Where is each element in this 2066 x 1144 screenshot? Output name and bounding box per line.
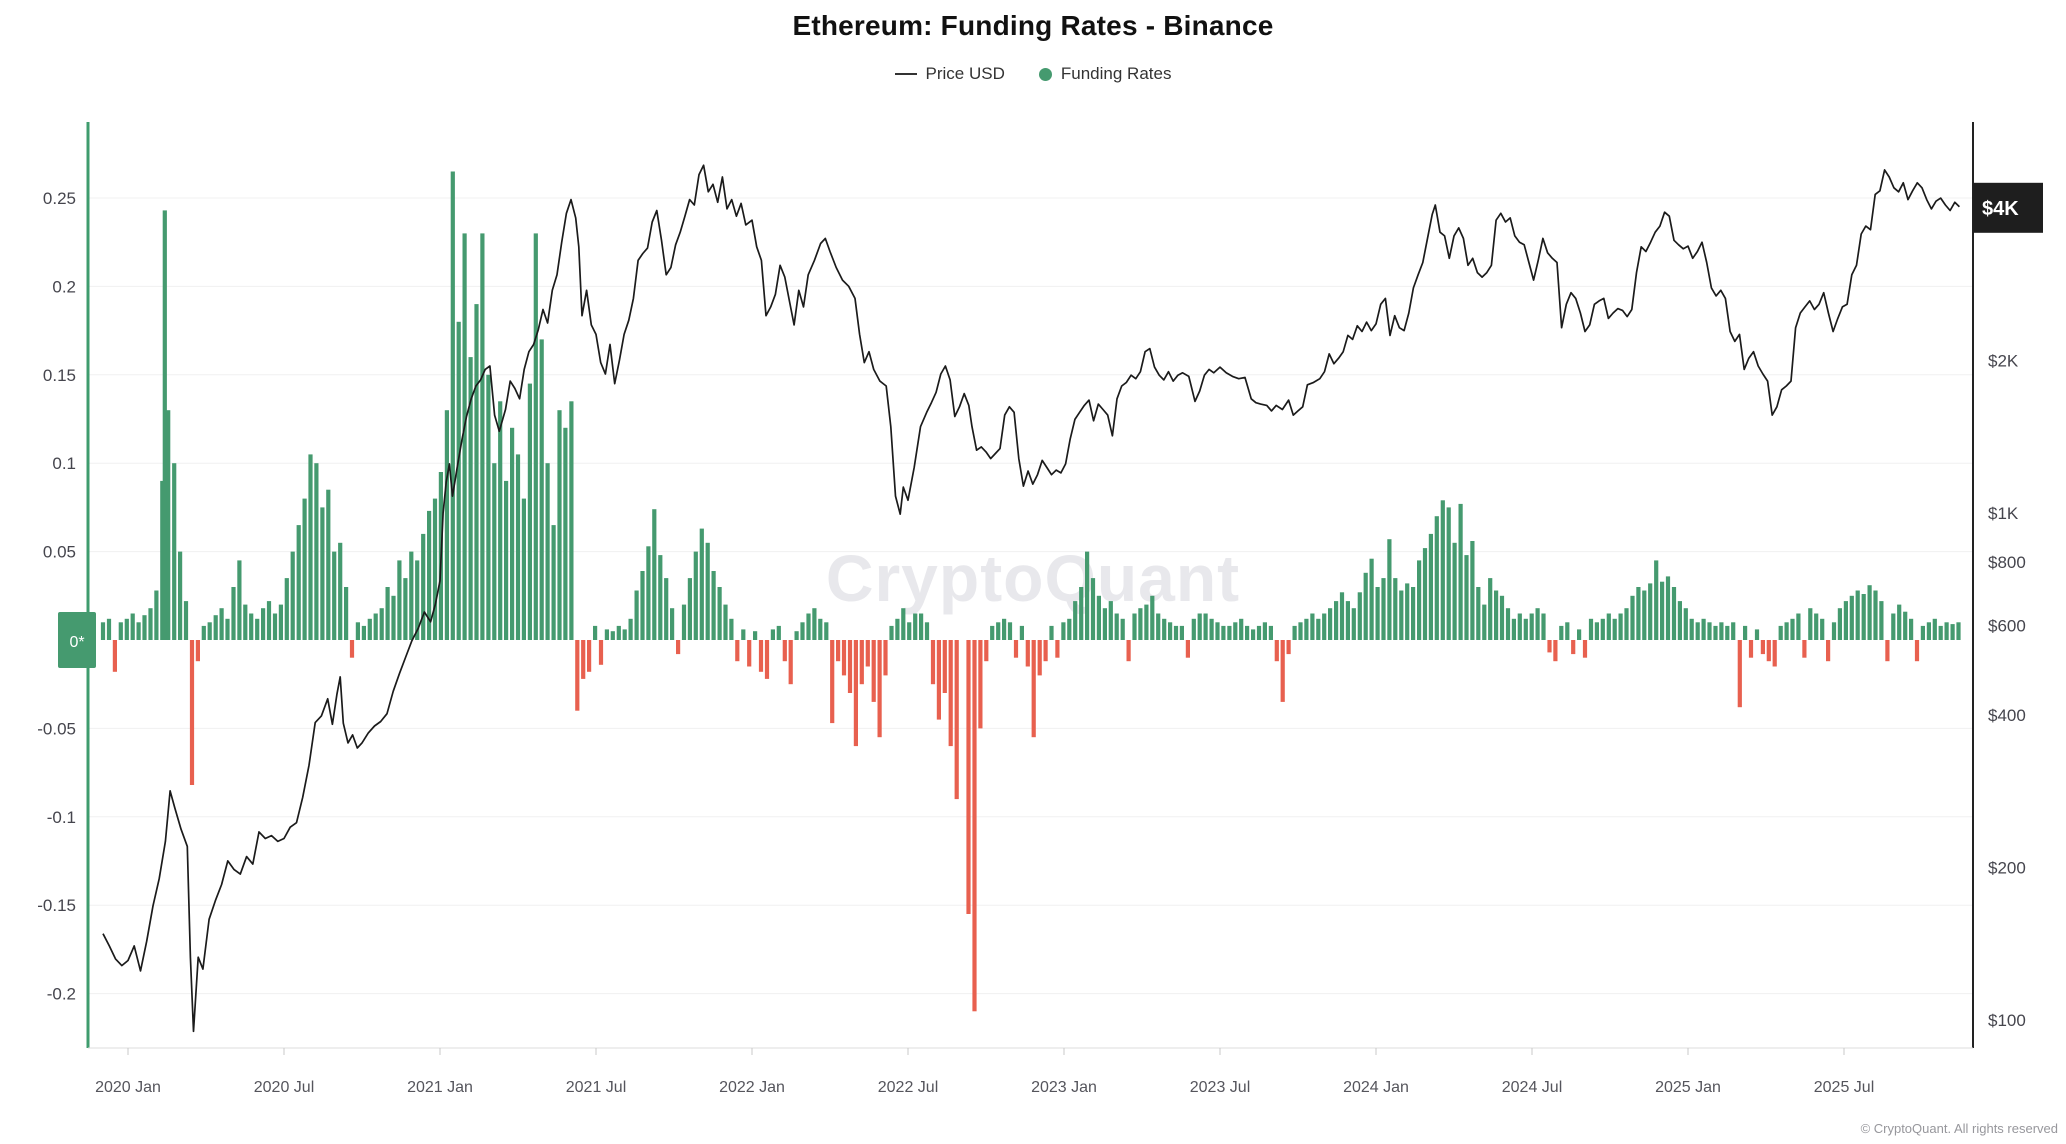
chart-title: Ethereum: Funding Rates - Binance xyxy=(792,10,1274,41)
legend: Price USD Funding Rates xyxy=(0,64,2066,84)
x-tick-label: 2020 Jan xyxy=(95,1079,161,1096)
y-left-tick-label: 0.25 xyxy=(43,189,76,208)
funding-dot-swatch xyxy=(1038,67,1052,81)
legend-label-funding: Funding Rates xyxy=(1060,64,1172,83)
y-right-tick-label: $800 xyxy=(1988,553,2026,572)
copyright-text: © CryptoQuant. All rights reserved xyxy=(1860,1121,2058,1136)
y-right-tick-label: $200 xyxy=(1988,858,2026,877)
y-left-tick-label: 0.1 xyxy=(52,454,76,473)
y-left-tick-label: 0.15 xyxy=(43,366,76,385)
svg-text:0*: 0* xyxy=(69,634,84,651)
y-left-tick-label: -0.1 xyxy=(47,808,76,827)
x-tick-label: 2025 Jan xyxy=(1655,1079,1721,1096)
x-tick-label: 2022 Jul xyxy=(878,1079,939,1096)
y-right-tick-label: $600 xyxy=(1988,617,2026,636)
svg-text:$4K: $4K xyxy=(1982,198,2019,220)
legend-item-price[interactable]: Price USD xyxy=(894,64,1005,84)
x-tick-label: 2021 Jul xyxy=(566,1079,627,1096)
y-left-tick-label: -0.05 xyxy=(37,719,76,738)
y-left-tick-label: 0.2 xyxy=(52,277,76,296)
x-tick-label: 2024 Jul xyxy=(1502,1079,1563,1096)
gridlines xyxy=(88,197,1973,995)
legend-label-price: Price USD xyxy=(925,64,1005,83)
x-tick-label: 2023 Jul xyxy=(1190,1079,1251,1096)
x-tick-label: 2020 Jul xyxy=(254,1079,315,1096)
y-axis-right-labels: $4K$2K$1K$800$600$400$200$100 xyxy=(1988,199,2026,1030)
x-tick-label: 2023 Jan xyxy=(1031,1079,1097,1096)
x-tick-label: 2024 Jan xyxy=(1343,1079,1409,1096)
funding-rate-bars xyxy=(100,171,1961,1012)
y-left-tick-label: 0.05 xyxy=(43,543,76,562)
y-right-tick-label: $100 xyxy=(1988,1011,2026,1030)
legend-item-funding[interactable]: Funding Rates xyxy=(1038,64,1172,84)
y-right-tick-label: $400 xyxy=(1988,706,2026,725)
current-price-badge: $4K xyxy=(1973,182,2043,233)
x-axis-labels: 2020 Jan 2020 Jul 2021 Jan 2021 Jul 2022 Jan… xyxy=(95,1048,1874,1096)
y-axis-left-labels: 0.25 0.2 0.15 0.1 0.05 -0.05 -0.1 -0.15 -0.2 xyxy=(37,189,76,1004)
x-tick-label: 2021 Jan xyxy=(407,1079,473,1096)
price-line-swatch xyxy=(894,73,917,75)
x-tick-label: 2022 Jan xyxy=(719,1079,785,1096)
x-tick-label: 2025 Jul xyxy=(1814,1079,1875,1096)
price-line xyxy=(102,164,1960,1033)
zero-rate-badge: 0* xyxy=(58,612,96,668)
y-left-tick-label: -0.15 xyxy=(37,896,76,915)
y-left-tick-label: -0.2 xyxy=(47,985,76,1004)
y-right-tick-label: $2K xyxy=(1988,351,2019,370)
y-right-tick-label: $1K xyxy=(1988,504,2019,523)
cryptoquant-watermark: CryptoQuant xyxy=(825,541,1241,615)
